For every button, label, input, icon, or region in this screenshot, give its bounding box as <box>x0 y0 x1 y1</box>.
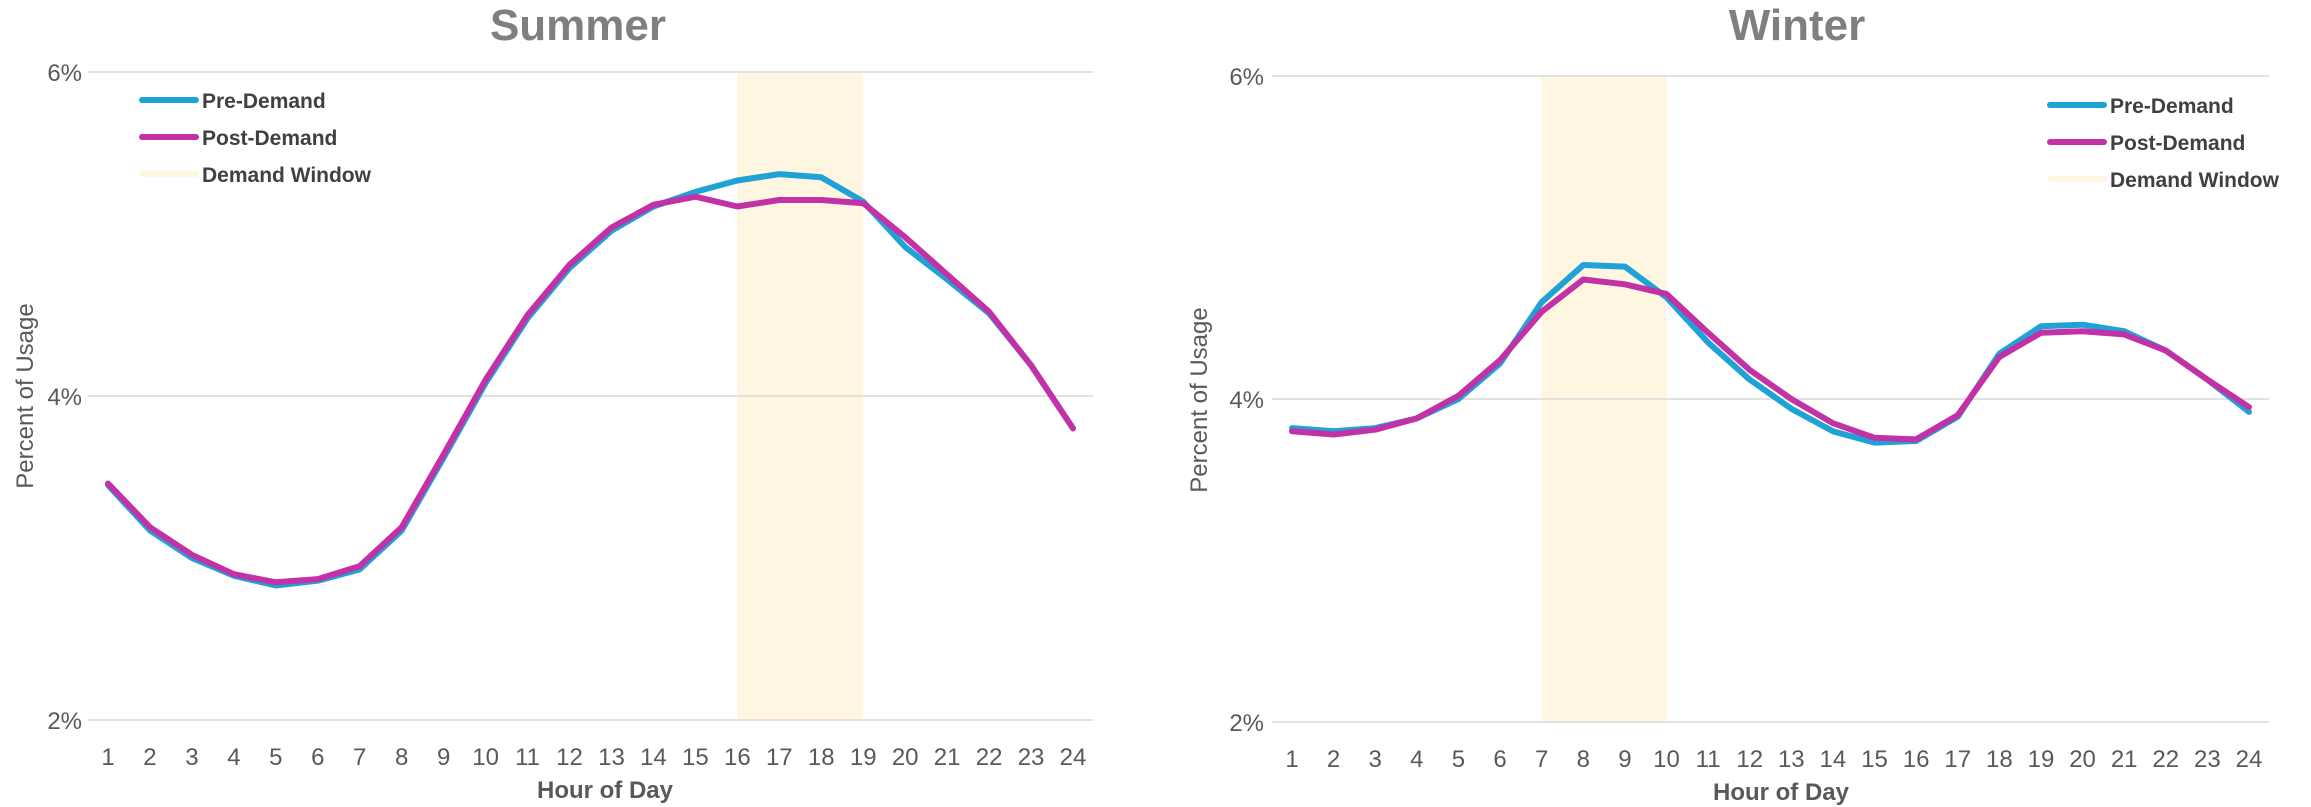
winter-x-tick-label: 4 <box>1410 746 1423 773</box>
winter-x-tick-label: 20 <box>2069 746 2096 773</box>
summer-x-tick-label: 21 <box>934 744 961 771</box>
summer-x-tick-label: 8 <box>395 744 408 771</box>
winter-legend-label: Demand Window <box>2110 169 2280 192</box>
summer-x-tick-label: 17 <box>766 744 793 771</box>
summer-x-tick-label: 15 <box>682 744 709 771</box>
summer-series-pre-demand <box>105 171 1076 589</box>
winter-x-tick-label: 1 <box>1285 746 1298 773</box>
winter-chart: 2% 4% 6% 1 2 3 4 5 6 7 8 9 10 11 12 13 14 15 16 17 18 19 20 21 2… <box>1156 0 2311 807</box>
winter-x-tick-label: 17 <box>1944 746 1971 773</box>
summer-y-axis-label: Percent of Usage <box>12 303 39 488</box>
winter-x-tick-label: 11 <box>1696 746 1721 773</box>
winter-x-tick-label: 10 <box>1653 746 1680 773</box>
winter-y-tick-label: 2% <box>1229 710 1264 737</box>
summer-x-tick-label: 20 <box>892 744 919 771</box>
summer-series-post-demand <box>105 193 1076 586</box>
summer-y-tick-label: 4% <box>47 384 82 411</box>
winter-x-tick-label: 2 <box>1327 746 1340 773</box>
winter-chart-svg: 2%4%6%1 2 3 4 5 6 7 8 9 10 11 12 13 14 15 16 17 18 19 20 21 2… <box>1186 1 2280 806</box>
summer-x-tick-label: 14 <box>640 744 667 771</box>
summer-x-tick-label: 23 <box>1018 744 1045 771</box>
summer-chart: 2% 4% 6% 1 2 3 4 5 6 7 8 9 10 11 12 13 14 15 16 17 18 19 20 21 2… <box>0 0 1155 807</box>
summer-chart-svg: 2%4%6%1 2 3 4 5 6 7 8 9 10 11 12 13 14 15 16 17 18 19 20 21 2… <box>12 1 1093 804</box>
winter-x-tick-label: 8 <box>1577 746 1590 773</box>
winter-x-tick-label: 3 <box>1369 746 1382 773</box>
summer-x-tick-label: 3 <box>185 744 198 771</box>
summer-y-tick-label: 6% <box>47 60 82 87</box>
summer-x-tick-label: 10 <box>472 744 499 771</box>
winter-x-tick-label: 19 <box>2028 746 2055 773</box>
winter-x-tick-label: 23 <box>2194 746 2221 773</box>
summer-y-tick-label: 2% <box>47 708 82 735</box>
winter-x-tick-label: 16 <box>1903 746 1930 773</box>
summer-x-tick-label: 1 <box>101 744 114 771</box>
winter-x-tick-label: 15 <box>1861 746 1888 773</box>
winter-x-tick-label: 21 <box>2111 746 2138 773</box>
summer-x-tick-label: 2 <box>143 744 156 771</box>
winter-y-tick-label: 4% <box>1229 387 1264 414</box>
summer-x-tick-label: 19 <box>850 744 877 771</box>
summer-legend-label: Post-Demand <box>202 127 337 150</box>
summer-x-tick-label: 5 <box>269 744 282 771</box>
summer-legend-label: Pre-Demand <box>202 90 326 113</box>
winter-x-tick-label: 18 <box>1986 746 2013 773</box>
summer-x-tick-label: 7 <box>353 744 366 771</box>
summer-x-tick-label: 4 <box>227 744 240 771</box>
winter-x-tick-label: 5 <box>1452 746 1465 773</box>
winter-y-axis-label: Percent of Usage <box>1186 307 1213 492</box>
winter-chart-title: Winter <box>1729 1 1866 50</box>
summer-x-tick-label: 13 <box>598 744 625 771</box>
summer-x-tick-label: 24 <box>1060 744 1087 771</box>
summer-chart-title: Summer <box>490 1 666 50</box>
winter-x-tick-label: 13 <box>1778 746 1805 773</box>
summer-legend-label: Demand Window <box>202 164 372 187</box>
winter-x-tick-label: 6 <box>1493 746 1506 773</box>
summer-x-tick-label: 9 <box>437 744 450 771</box>
winter-x-axis-label: Hour of Day <box>1713 779 1850 806</box>
summer-x-tick-label: 22 <box>976 744 1003 771</box>
summer-x-tick-label: 6 <box>311 744 324 771</box>
winter-series-post-demand <box>1289 276 2252 443</box>
summer-x-axis-label: Hour of Day <box>537 777 674 804</box>
winter-legend-label: Pre-Demand <box>2110 95 2234 118</box>
winter-x-tick-label: 22 <box>2152 746 2179 773</box>
winter-y-tick-label: 6% <box>1229 64 1264 91</box>
summer-x-tick-label: 18 <box>808 744 835 771</box>
summer-x-tick-label: 11 <box>515 744 540 771</box>
winter-legend-label: Post-Demand <box>2110 132 2245 155</box>
winter-x-tick-label: 7 <box>1535 746 1548 773</box>
winter-x-tick-label: 12 <box>1736 746 1763 773</box>
winter-x-tick-label: 24 <box>2236 746 2263 773</box>
winter-x-tick-label: 9 <box>1618 746 1631 773</box>
winter-series-pre-demand <box>1289 262 2252 446</box>
winter-x-tick-label: 14 <box>1820 746 1847 773</box>
summer-x-tick-label: 16 <box>724 744 751 771</box>
summer-x-tick-label: 12 <box>556 744 583 771</box>
